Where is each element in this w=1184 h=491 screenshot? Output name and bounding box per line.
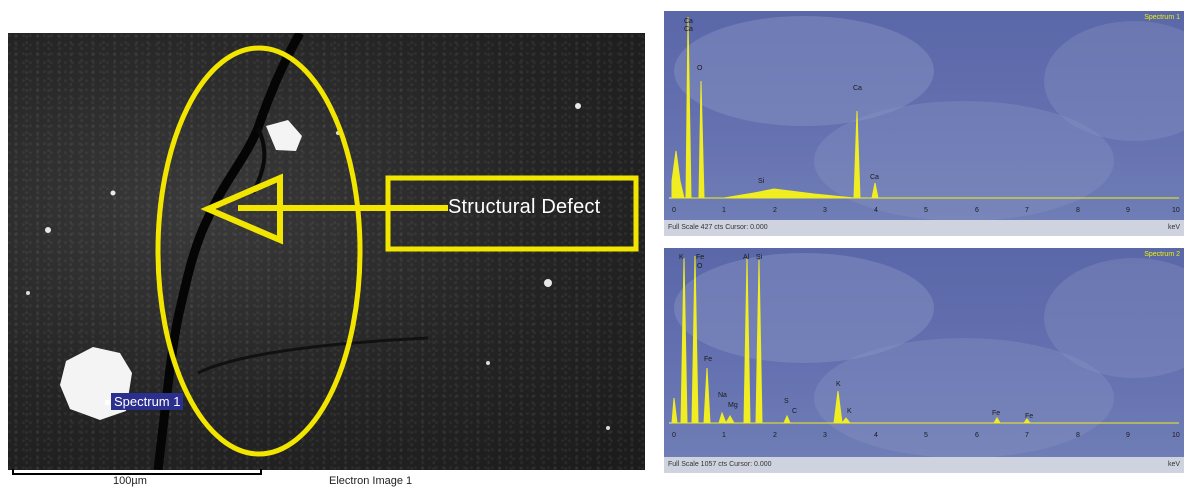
arrow-head (200, 173, 283, 245)
peak-label: Ca (684, 26, 693, 33)
x-tick: 9 (1126, 207, 1130, 214)
peak-label: C (792, 408, 798, 415)
x-tick: 5 (924, 432, 928, 439)
x-tick: 7 (1025, 207, 1029, 214)
spectrum-2-footer: Full Scale 1057 cts Cursor: 0.000 keV (664, 457, 1184, 473)
spectrum-1-title: Spectrum 1 (1144, 14, 1180, 21)
x-tick: 8 (1076, 207, 1080, 214)
peak-label: Ca (853, 85, 862, 92)
x-tick: 4 (874, 207, 878, 214)
x-tick: 7 (1025, 432, 1029, 439)
peak-label: Mg (728, 402, 738, 409)
particle-bright (266, 120, 302, 151)
x-tick: 10 (1172, 207, 1180, 214)
x-tick: 3 (823, 432, 827, 439)
peak-label: Si (756, 254, 763, 261)
peak-label: K (836, 381, 841, 388)
peak-label: O (697, 65, 703, 72)
peak-label: Ca (870, 174, 879, 181)
x-tick: 0 (672, 207, 676, 214)
spectrum-1-trace (671, 16, 1179, 199)
spectrum-1-footer-text: Full Scale 427 cts Cursor: 0.000 (668, 224, 768, 231)
crack-line (153, 33, 304, 470)
peak-label: S (784, 398, 789, 405)
sem-overlay (26, 33, 639, 470)
spectrum-1-unit: keV (1167, 224, 1180, 231)
peak-label: Fe (696, 254, 705, 261)
peak-label: Na (718, 392, 727, 399)
spectrum-1-plot (669, 16, 1184, 221)
spectrum-2-footer-text: Full Scale 1057 cts Cursor: 0.000 (668, 461, 772, 468)
x-tick: 2 (773, 432, 777, 439)
spectrum-2-title: Spectrum 2 (1144, 251, 1180, 258)
x-tick: 2 (773, 207, 777, 214)
peak-label: Fe (992, 410, 1001, 417)
peak-label: O (697, 263, 703, 270)
x-tick: 10 (1172, 432, 1180, 439)
image-footer: 100µm Electron Image 1 (8, 469, 645, 491)
electron-image: Structural Defect Spectrum 1 (8, 33, 645, 470)
x-tick: 6 (975, 207, 979, 214)
x-tick: 0 (672, 432, 676, 439)
defect-label-box (385, 175, 639, 252)
x-tick: 1 (722, 432, 726, 439)
scale-bar (12, 469, 262, 475)
x-tick: 6 (975, 432, 979, 439)
peak-label: Al (743, 254, 750, 261)
peak-label: K (847, 408, 852, 415)
spectrum-panel-1: Spectrum 1 Ca Ca O Si Ca Ca 0 1 2 3 4 5 … (664, 11, 1184, 236)
defect-label: Structural Defect (448, 196, 601, 218)
x-tick: 1 (722, 207, 726, 214)
x-tick: 3 (823, 207, 827, 214)
spectrum-2-trace (671, 255, 1179, 425)
image-caption: Electron Image 1 (329, 475, 413, 487)
peak-label: Si (758, 178, 765, 185)
spectrum-tag[interactable]: Spectrum 1 (104, 393, 184, 410)
spectrum-2-unit: keV (1167, 461, 1180, 468)
scale-label: 100µm (113, 475, 147, 487)
spectrum-1-footer: Full Scale 427 cts Cursor: 0.000 keV (664, 220, 1184, 236)
spectrum-2-plot (669, 253, 1184, 458)
x-tick: 8 (1076, 432, 1080, 439)
peak-label: K (679, 254, 684, 261)
peak-label: Fe (704, 356, 713, 363)
x-tick: 9 (1126, 432, 1130, 439)
defect-ellipse (155, 45, 363, 457)
spectrum-panel-2: Spectrum 2 K Fe O Fe Na Mg Al Si S C K K… (664, 248, 1184, 473)
x-tick: 4 (874, 432, 878, 439)
x-tick: 5 (924, 207, 928, 214)
peak-label: Fe (1025, 413, 1034, 420)
peak-label: Ca (684, 18, 693, 25)
